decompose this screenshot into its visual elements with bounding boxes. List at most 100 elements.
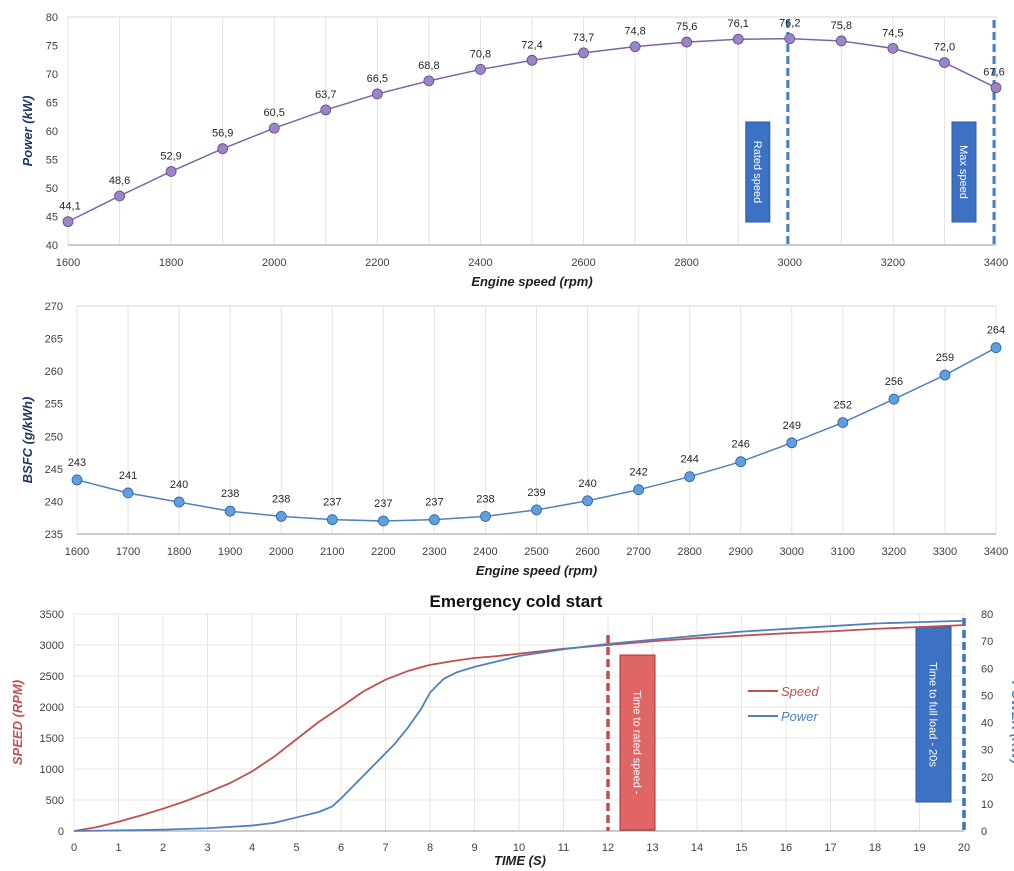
- y-axis-title: Power (kW): [20, 96, 35, 167]
- y-tick-label-right: 30: [981, 745, 993, 757]
- data-point: [837, 417, 849, 429]
- x-tick-label: 5: [293, 842, 299, 854]
- y-tick-label-right: 70: [981, 636, 993, 648]
- data-point: [326, 514, 338, 526]
- data-point: [990, 82, 1002, 94]
- series-line-power: [73, 619, 965, 832]
- x-tick-label: 3400: [984, 257, 1008, 269]
- x-tick-label: 11: [558, 842, 569, 854]
- x-tick-label: 2200: [371, 546, 395, 558]
- x-axis-title: Engine speed (rpm): [471, 274, 592, 289]
- x-tick-label: 17: [824, 842, 836, 854]
- y-tick-label: 80: [46, 12, 58, 24]
- data-label: 75,6: [676, 21, 697, 33]
- x-tick-label: 15: [735, 842, 747, 854]
- annotation-label: Time to full load - 20s: [927, 662, 939, 767]
- data-label: 73,7: [573, 32, 594, 44]
- x-tick-label: 3200: [882, 546, 906, 558]
- data-point: [784, 33, 796, 45]
- data-label: 48,6: [109, 175, 130, 187]
- data-label: 67,6: [983, 67, 1004, 79]
- x-tick-label: 0: [71, 842, 77, 854]
- data-point: [423, 75, 435, 87]
- x-tick-label: 2600: [575, 546, 599, 558]
- x-tick-label: 10: [513, 842, 525, 854]
- data-point: [681, 36, 693, 48]
- data-label: 76,2: [779, 18, 800, 30]
- data-label: 52,9: [160, 150, 181, 162]
- y-tick-label: 235: [45, 529, 63, 541]
- y-tick-label: 240: [45, 496, 63, 508]
- legend-label: Power: [781, 709, 819, 724]
- x-tick-label: 20: [958, 842, 970, 854]
- annotation-box: [619, 654, 656, 831]
- data-label: 63,7: [315, 89, 336, 101]
- data-label: 256: [885, 376, 903, 388]
- x-tick-label: 2500: [524, 546, 548, 558]
- data-point: [887, 42, 899, 54]
- data-point: [173, 496, 185, 508]
- y-tick-label-left: 1000: [40, 764, 64, 776]
- data-point: [633, 484, 645, 496]
- x-tick-label: 9: [471, 842, 477, 854]
- data-point: [732, 33, 744, 45]
- power-chart: 1600 1800 2000 2200 2400 2600 2800 3000 3200 3400…: [20, 12, 1008, 289]
- x-tick-label: 2100: [320, 546, 344, 558]
- y-tick-label: 50: [46, 183, 58, 195]
- x-tick-label: 3200: [881, 257, 905, 269]
- x-tick-label: 16: [780, 842, 792, 854]
- data-point: [684, 471, 696, 483]
- x-axis-title: TIME (S): [494, 853, 546, 868]
- data-point: [990, 342, 1002, 354]
- y-tick-label-right: 60: [981, 663, 993, 675]
- y-tick-label: 60: [46, 126, 58, 138]
- y-tick-label-right: 0: [981, 826, 987, 838]
- data-label: 264: [987, 325, 1005, 337]
- y-tick-label: 65: [46, 98, 58, 110]
- x-tick-label: 3300: [933, 546, 957, 558]
- annotation-box: [915, 626, 952, 803]
- x-tick-label: 2000: [269, 546, 293, 558]
- x-tick-label: 2400: [468, 257, 492, 269]
- data-label: 237: [323, 497, 341, 509]
- bsfc-chart: 1600 1700 1800 1900 2000 2100 2200 2300 2400 2500…: [20, 301, 1008, 578]
- x-tick-label: 3000: [778, 257, 802, 269]
- y-tick-label: 75: [46, 41, 58, 53]
- annotation-label: Rated speed: [751, 141, 763, 203]
- data-point: [114, 190, 125, 202]
- x-tick-label: 2000: [262, 257, 286, 269]
- y-tick-label-right: 10: [981, 799, 993, 811]
- x-tick-label: 2900: [728, 546, 752, 558]
- x-tick-label: 1900: [218, 546, 242, 558]
- data-label: 249: [783, 420, 801, 432]
- data-label: 238: [272, 493, 290, 505]
- x-tick-label: 1600: [65, 546, 89, 558]
- y-tick-label-right: 80: [981, 609, 993, 621]
- x-tick-label: 1600: [56, 257, 80, 269]
- data-label: 259: [936, 352, 954, 364]
- data-point: [62, 216, 74, 228]
- data-point: [428, 514, 440, 526]
- x-tick-label: 2700: [626, 546, 650, 558]
- y-axis-title-right: POWER (KW): [1009, 681, 1014, 764]
- x-tick-label: 7: [382, 842, 388, 854]
- x-tick-label: 3400: [984, 546, 1008, 558]
- data-point: [71, 474, 83, 486]
- annotation-box: [745, 121, 771, 223]
- y-tick-label-left: 3000: [40, 640, 64, 652]
- data-point: [888, 393, 900, 405]
- x-tick-label: 2300: [422, 546, 446, 558]
- y-tick-label: 270: [45, 301, 63, 313]
- x-axis-title: Engine speed (rpm): [476, 563, 597, 578]
- data-label: 68,8: [418, 60, 439, 72]
- data-label: 74,5: [882, 27, 903, 39]
- x-tick-label: 2400: [473, 546, 497, 558]
- data-label: 244: [680, 454, 698, 466]
- x-tick-label: 1800: [159, 257, 183, 269]
- x-tick-label: 1800: [167, 546, 191, 558]
- data-label: 246: [732, 439, 750, 451]
- y-tick-label-left: 2500: [40, 671, 64, 683]
- data-label: 76,1: [728, 18, 749, 30]
